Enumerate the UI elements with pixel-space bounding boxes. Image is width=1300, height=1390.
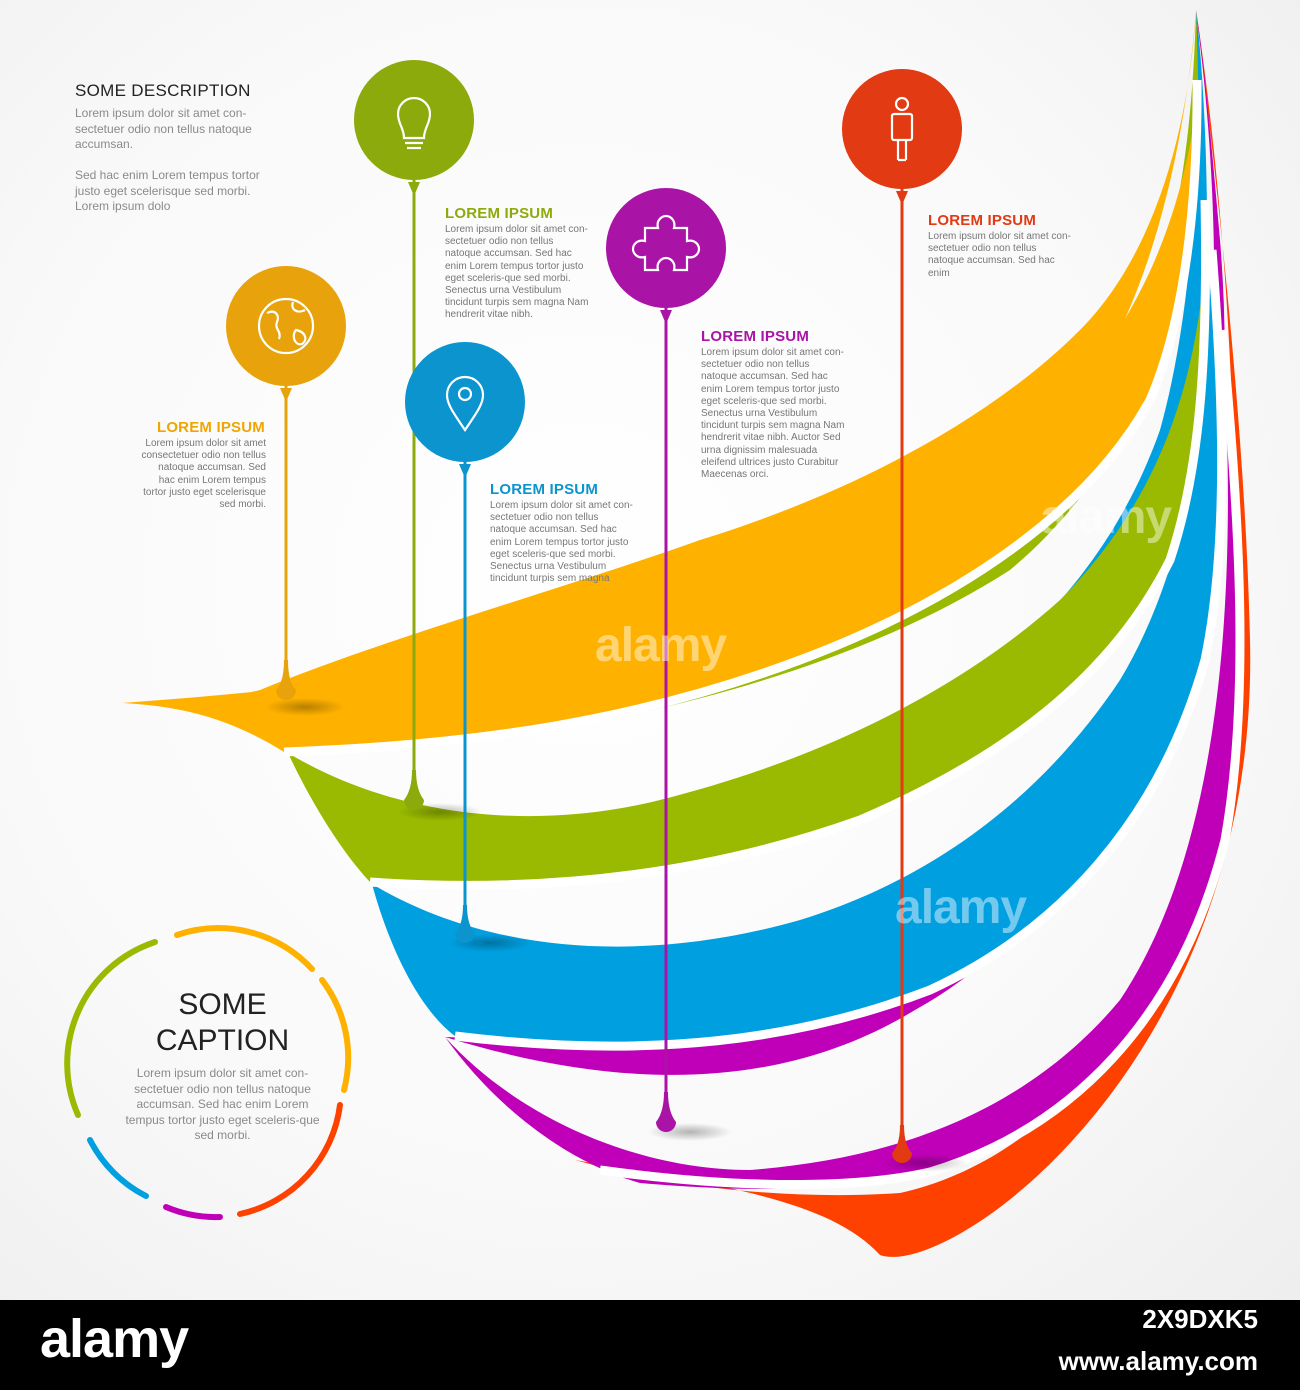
caption-text: Lorem ipsum dolor sit amet con-sectetuer… <box>125 1066 320 1142</box>
caption-title: SOME CAPTION <box>155 988 290 1057</box>
item-lightbulb-title: LOREM IPSUM <box>445 205 554 222</box>
globe-icon <box>257 297 315 355</box>
item-puzzle-text: Lorem ipsum dolor sit amet con-sectetuer… <box>701 347 845 481</box>
person-icon <box>890 96 914 162</box>
item-person-title: LOREM IPSUM <box>928 212 1037 229</box>
intro-paragraph-1: Lorem ipsum dolor sit amet con-sectetuer… <box>75 106 252 151</box>
lightbulb-icon <box>396 96 432 150</box>
image-id: 2X9DXK5 <box>1142 1304 1258 1334</box>
pin-map-pin <box>405 342 532 952</box>
item-globe-text: Lorem ipsum dolor sit amet consectetuer … <box>141 438 266 511</box>
stock-footer-bar <box>0 1300 1300 1390</box>
caption-ring <box>64 925 352 1221</box>
rainbow-bands-art <box>64 10 1251 1257</box>
pin-lightbulb <box>354 60 482 821</box>
pin-globe <box>226 266 346 716</box>
item-puzzle-title: LOREM IPSUM <box>701 328 810 345</box>
site-url: www.alamy.com <box>1058 1346 1258 1376</box>
alamy-logo: alamy <box>40 1309 189 1369</box>
band-green <box>288 10 1206 886</box>
infographic-canvas: SOME DESCRIPTION Lorem ipsum dolor sit a… <box>0 0 1300 1300</box>
band-yellow <box>122 10 1198 752</box>
map-pin-icon <box>445 375 485 432</box>
item-map-pin-text: Lorem ipsum dolor sit amet con-sectetuer… <box>490 500 633 585</box>
pin-puzzle <box>606 188 732 1141</box>
puzzle-icon <box>631 214 701 272</box>
intro-title: SOME DESCRIPTION <box>75 81 251 100</box>
pin-person <box>842 69 969 1172</box>
item-globe-title: LOREM IPSUM <box>156 419 265 436</box>
item-lightbulb-text: Lorem ipsum dolor sit amet con-sectetuer… <box>445 224 589 321</box>
item-person-text: Lorem ipsum dolor sit amet con-sectetuer… <box>928 231 1071 279</box>
intro-paragraph-2: Sed hac enim Lorem tempus tortor justo e… <box>75 168 260 213</box>
item-map-pin-title: LOREM IPSUM <box>490 481 599 498</box>
